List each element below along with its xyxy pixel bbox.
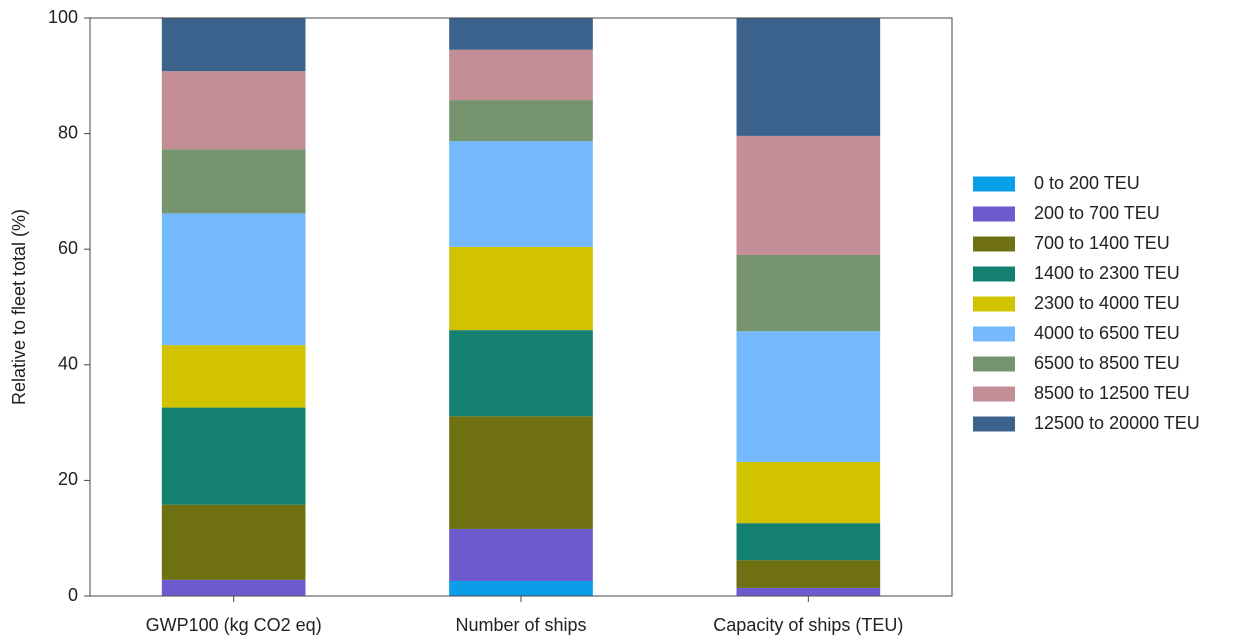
bar-segment xyxy=(449,246,593,331)
bar-segment xyxy=(161,18,306,72)
y-tick-label: 20 xyxy=(58,469,78,489)
bar-segment xyxy=(161,345,306,408)
legend-swatch xyxy=(973,356,1015,372)
y-tick-label: 0 xyxy=(68,585,78,605)
bar-segment xyxy=(449,49,593,101)
legend-label: 4000 to 6500 TEU xyxy=(1034,323,1180,343)
legend-label: 2300 to 4000 TEU xyxy=(1034,293,1180,313)
plot-frame xyxy=(89,17,953,597)
legend-label: 0 to 200 TEU xyxy=(1034,173,1140,193)
bar-segment xyxy=(449,141,593,247)
legend-swatch xyxy=(973,386,1015,402)
legend-label: 200 to 700 TEU xyxy=(1034,203,1160,223)
bar-segment xyxy=(161,149,306,214)
bar-segment xyxy=(161,71,306,150)
bar-segment xyxy=(736,523,881,561)
x-tick-label: Number of ships xyxy=(455,615,586,635)
bar-segment xyxy=(449,100,593,142)
bar-segment xyxy=(161,579,306,596)
y-tick-label: 60 xyxy=(58,238,78,258)
legend-label: 700 to 1400 TEU xyxy=(1034,233,1170,253)
legend-swatch xyxy=(973,176,1015,192)
bar-segment xyxy=(161,504,306,580)
bar-segment xyxy=(449,330,593,417)
bar-segment xyxy=(449,416,593,529)
legend-swatch xyxy=(973,206,1015,222)
legend-swatch xyxy=(973,326,1015,342)
bar-segment xyxy=(736,587,881,596)
legend-swatch xyxy=(973,236,1015,252)
bar-segment xyxy=(736,18,881,136)
legend-label: 12500 to 20000 TEU xyxy=(1034,413,1200,433)
legend-label: 8500 to 12500 TEU xyxy=(1034,383,1190,403)
x-tick-label: Capacity of ships (TEU) xyxy=(713,615,903,635)
legend-swatch xyxy=(973,266,1015,282)
bar-segment xyxy=(736,331,881,462)
x-tick-label: GWP100 (kg CO2 eq) xyxy=(146,615,322,635)
bar-segment xyxy=(161,407,306,505)
y-tick-label: 40 xyxy=(58,354,78,374)
bar-segment xyxy=(449,580,593,596)
legend-label: 6500 to 8500 TEU xyxy=(1034,353,1180,373)
y-tick-label: 80 xyxy=(58,122,78,142)
bar-segment xyxy=(736,254,881,332)
bar-segment xyxy=(736,461,881,524)
bar-segment xyxy=(161,213,306,346)
legend-swatch xyxy=(973,296,1015,312)
bar-segment xyxy=(736,135,881,255)
y-axis-label: Relative to fleet total (%) xyxy=(9,209,29,405)
bar-segment xyxy=(736,560,881,588)
y-tick-label: 100 xyxy=(48,7,78,27)
legend-label: 1400 to 2300 TEU xyxy=(1034,263,1180,283)
legend-swatch xyxy=(973,416,1015,432)
bar-segment xyxy=(449,528,593,581)
bar-segment xyxy=(449,18,593,50)
